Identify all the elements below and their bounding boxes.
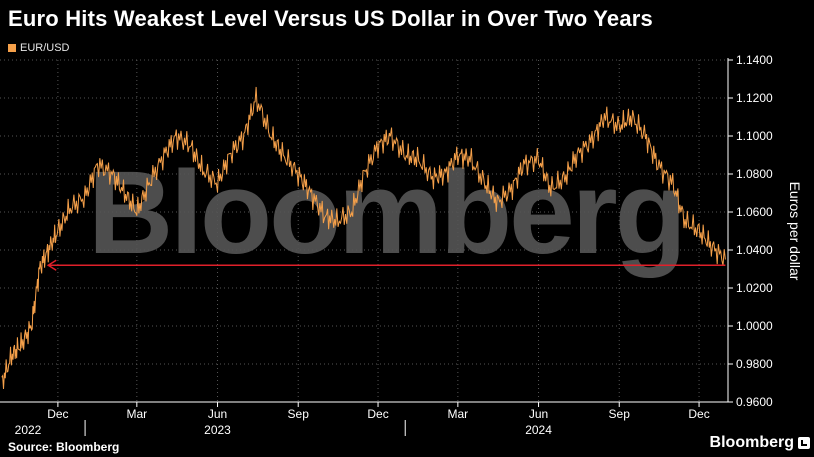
series-line-eurusd (1, 86, 726, 390)
y-tick-label: 1.1400 (736, 53, 773, 67)
source-label: Source: Bloomberg (8, 440, 120, 454)
chart-icon (798, 437, 810, 449)
y-tick-label: 1.0000 (736, 319, 773, 333)
x-tick-label: Sep (288, 407, 310, 421)
legend: EUR/USD (8, 42, 70, 54)
year-label: 2022 (15, 423, 42, 437)
brand-text: Bloomberg (709, 434, 794, 451)
y-tick-label: 0.9600 (736, 395, 773, 409)
reference-arrowhead (46, 259, 57, 271)
y-tick-label: 1.0800 (736, 167, 773, 181)
x-tick-label: Jun (529, 407, 548, 421)
y-tick-label: 1.1200 (736, 91, 773, 105)
x-tick-label: Dec (367, 407, 388, 421)
y-tick-label: 0.9800 (736, 357, 773, 371)
x-tick-label: Jun (208, 407, 227, 421)
y-tick-label: 1.0200 (736, 281, 773, 295)
x-tick-label: Dec (688, 407, 709, 421)
y-tick-label: 1.1000 (736, 129, 773, 143)
y-tick-label: 1.0400 (736, 243, 773, 257)
legend-swatch (8, 44, 16, 52)
year-label: 2023 (204, 423, 231, 437)
year-label: 2024 (525, 423, 552, 437)
x-tick-label: Dec (47, 407, 68, 421)
legend-label: EUR/USD (20, 42, 70, 54)
chart-title: Euro Hits Weakest Level Versus US Dollar… (8, 6, 653, 31)
brand-logo: Bloomberg (710, 434, 810, 452)
x-tick-label: Sep (609, 407, 631, 421)
x-tick-label: Mar (448, 407, 469, 421)
y-tick-label: 1.0600 (736, 205, 773, 219)
x-tick-label: Mar (126, 407, 147, 421)
y-axis-title: Euros per dollar (787, 182, 803, 281)
